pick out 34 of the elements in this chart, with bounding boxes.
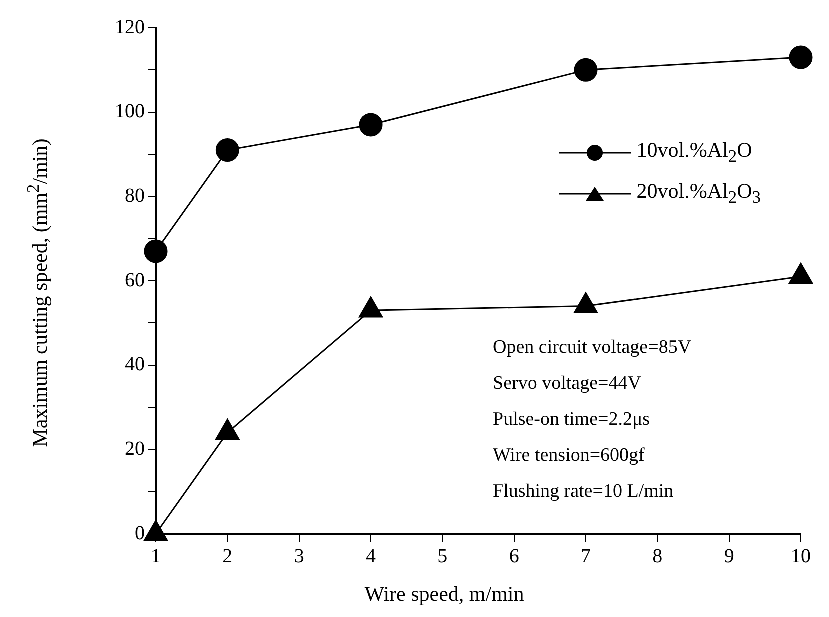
x-tick-label: 7 <box>581 545 591 568</box>
y-tick-label: 20 <box>125 438 145 460</box>
x-tick-label: 2 <box>222 545 233 568</box>
y-tick-label: 0 <box>135 522 145 544</box>
x-tick-label: 6 <box>509 545 520 568</box>
point <box>788 263 814 284</box>
x-tick-label: 10 <box>791 545 811 568</box>
x-tick-label: 1 <box>151 545 161 568</box>
y-tick-label: 120 <box>115 16 145 38</box>
annotation: Servo voltage=44V <box>493 372 642 396</box>
y-tick-label: 80 <box>125 184 145 207</box>
x-tick-label: 9 <box>724 545 734 568</box>
y-tick-label: 100 <box>115 100 145 123</box>
point <box>216 138 240 162</box>
point <box>574 292 598 314</box>
annotation: Flushing rate=10 L/min <box>493 480 675 504</box>
legend-label: 20vol.%Al$_{2}$O$_{3}$ <box>636 179 761 208</box>
annotation: Wire tension=600gf <box>493 444 646 468</box>
point <box>144 520 168 542</box>
x-axis-title: Wire speed, m/min <box>364 582 526 607</box>
annotation: Open circuit voltage=85V <box>493 336 692 360</box>
x-tick-label: 5 <box>438 545 448 568</box>
x-tick-label: 8 <box>652 545 663 568</box>
point <box>216 419 240 440</box>
point <box>359 113 383 137</box>
annotation: Pulse-on time=2.2μs <box>493 408 652 432</box>
x-tick-label: 3 <box>294 545 304 568</box>
y-tick-label: 40 <box>125 354 145 376</box>
point <box>574 58 598 82</box>
point <box>358 296 384 318</box>
point <box>789 46 813 70</box>
x-tick-label: 4 <box>366 545 376 568</box>
y-tick-label: 60 <box>125 269 145 292</box>
legend-label: 10vol.%Al$_{2}$O <box>636 138 752 168</box>
